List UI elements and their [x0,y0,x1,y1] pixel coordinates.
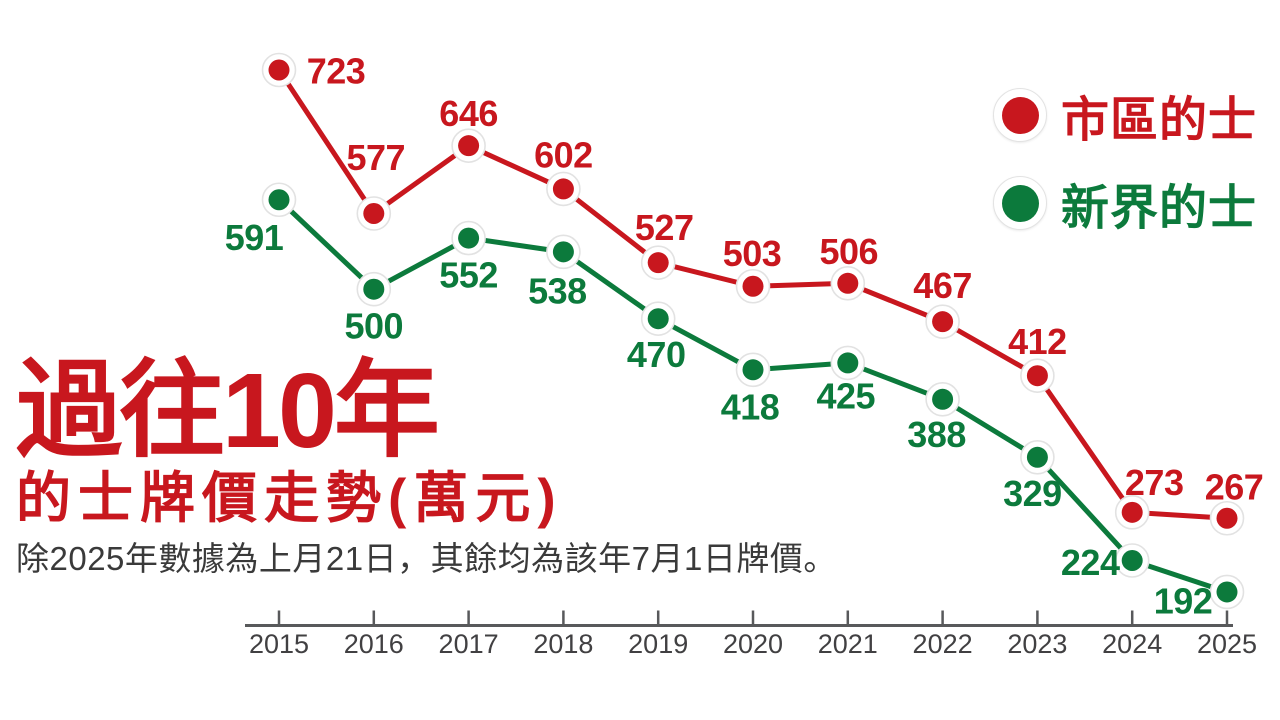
data-point-urban-2015 [268,59,290,81]
x-axis-year-label-2015: 2015 [249,629,309,659]
title-block: 過往10年 的士牌價走勢(萬元) 除2025年數據為上月21日，其餘均為該年7月… [16,356,956,578]
value-label-nt-2019: 470 [627,334,686,375]
legend-dot-halo [993,176,1047,230]
x-axis-year-label-2017: 2017 [439,629,499,659]
x-axis-year-label-2022: 2022 [913,629,973,659]
x-axis-year-label-2020: 2020 [723,629,783,659]
chart-title-sub: 的士牌價走勢(萬元) [16,467,563,530]
legend-label-urban-taxi: 市區的士 [1061,94,1258,147]
value-label-nt-2018: 538 [528,270,587,311]
value-label-urban-2020: 503 [723,233,782,274]
value-label-urban-2022: 467 [913,265,972,306]
value-label-nt-2023: 329 [1003,473,1062,514]
value-label-urban-2023: 412 [1008,321,1067,362]
value-label-urban-2016: 577 [347,137,406,178]
x-axis-year-label-2021: 2021 [818,629,878,659]
chart-legend: 市區的士 新界的士 [993,85,1257,261]
x-axis-year-label-2018: 2018 [533,629,593,659]
value-label-urban-2021: 506 [820,231,879,272]
data-point-nt-2022 [932,388,954,410]
data-point-nt-2023 [1026,446,1048,468]
data-point-nt-2021 [837,352,859,374]
data-point-urban-2022 [932,311,954,333]
value-label-nt-2025: 192 [1154,580,1213,621]
data-point-urban-2025 [1216,507,1238,529]
data-point-urban-2019 [647,252,669,274]
legend-label-nt-taxi: 新界的士 [1061,182,1258,235]
value-label-nt-2020: 418 [721,386,780,427]
data-point-nt-2015 [268,189,290,211]
x-axis-year-label-2025: 2025 [1197,629,1257,659]
legend-item-nt-taxi: 新界的士 [993,173,1257,235]
x-axis-year-label-2019: 2019 [628,629,688,659]
data-point-urban-2017 [458,135,480,157]
value-label-urban-2025: 267 [1205,467,1264,508]
data-point-urban-2021 [837,272,859,294]
chart-title-main: 過往10年 [16,352,440,470]
data-point-urban-2023 [1026,365,1048,387]
data-point-nt-2016 [363,278,385,300]
value-label-urban-2019: 527 [635,207,694,248]
x-axis-year-label-2024: 2024 [1102,629,1162,659]
value-label-urban-2015: 723 [307,50,366,91]
data-point-nt-2024 [1121,550,1143,572]
chart-footnote: 除2025年數據為上月21日，其餘均為該年7月1日牌價。 [16,539,837,577]
data-point-urban-2018 [552,178,574,200]
x-axis-year-label-2023: 2023 [1007,629,1067,659]
legend-item-urban-taxi: 市區的士 [993,85,1257,147]
data-point-urban-2016 [363,203,385,225]
x-axis-year-label-2016: 2016 [344,629,404,659]
nt-taxi-dot-icon [1001,184,1039,222]
data-point-nt-2018 [552,241,574,263]
value-label-nt-2017: 552 [439,255,498,296]
legend-dot-halo [993,88,1047,142]
value-label-nt-2015: 591 [225,217,284,258]
data-point-nt-2019 [647,308,669,330]
data-point-nt-2025 [1216,581,1238,603]
urban-taxi-dot-icon [1001,96,1039,134]
value-label-nt-2016: 500 [345,306,404,347]
data-point-urban-2024 [1121,501,1143,523]
value-label-urban-2024: 273 [1125,462,1184,503]
value-label-urban-2018: 602 [534,134,593,175]
value-label-nt-2021: 425 [817,375,876,416]
data-point-nt-2020 [742,359,764,381]
value-label-nt-2024: 224 [1061,542,1120,583]
data-point-nt-2017 [458,227,480,249]
value-label-urban-2017: 646 [439,93,498,134]
value-label-nt-2022: 388 [907,414,966,455]
data-point-urban-2020 [742,275,764,297]
